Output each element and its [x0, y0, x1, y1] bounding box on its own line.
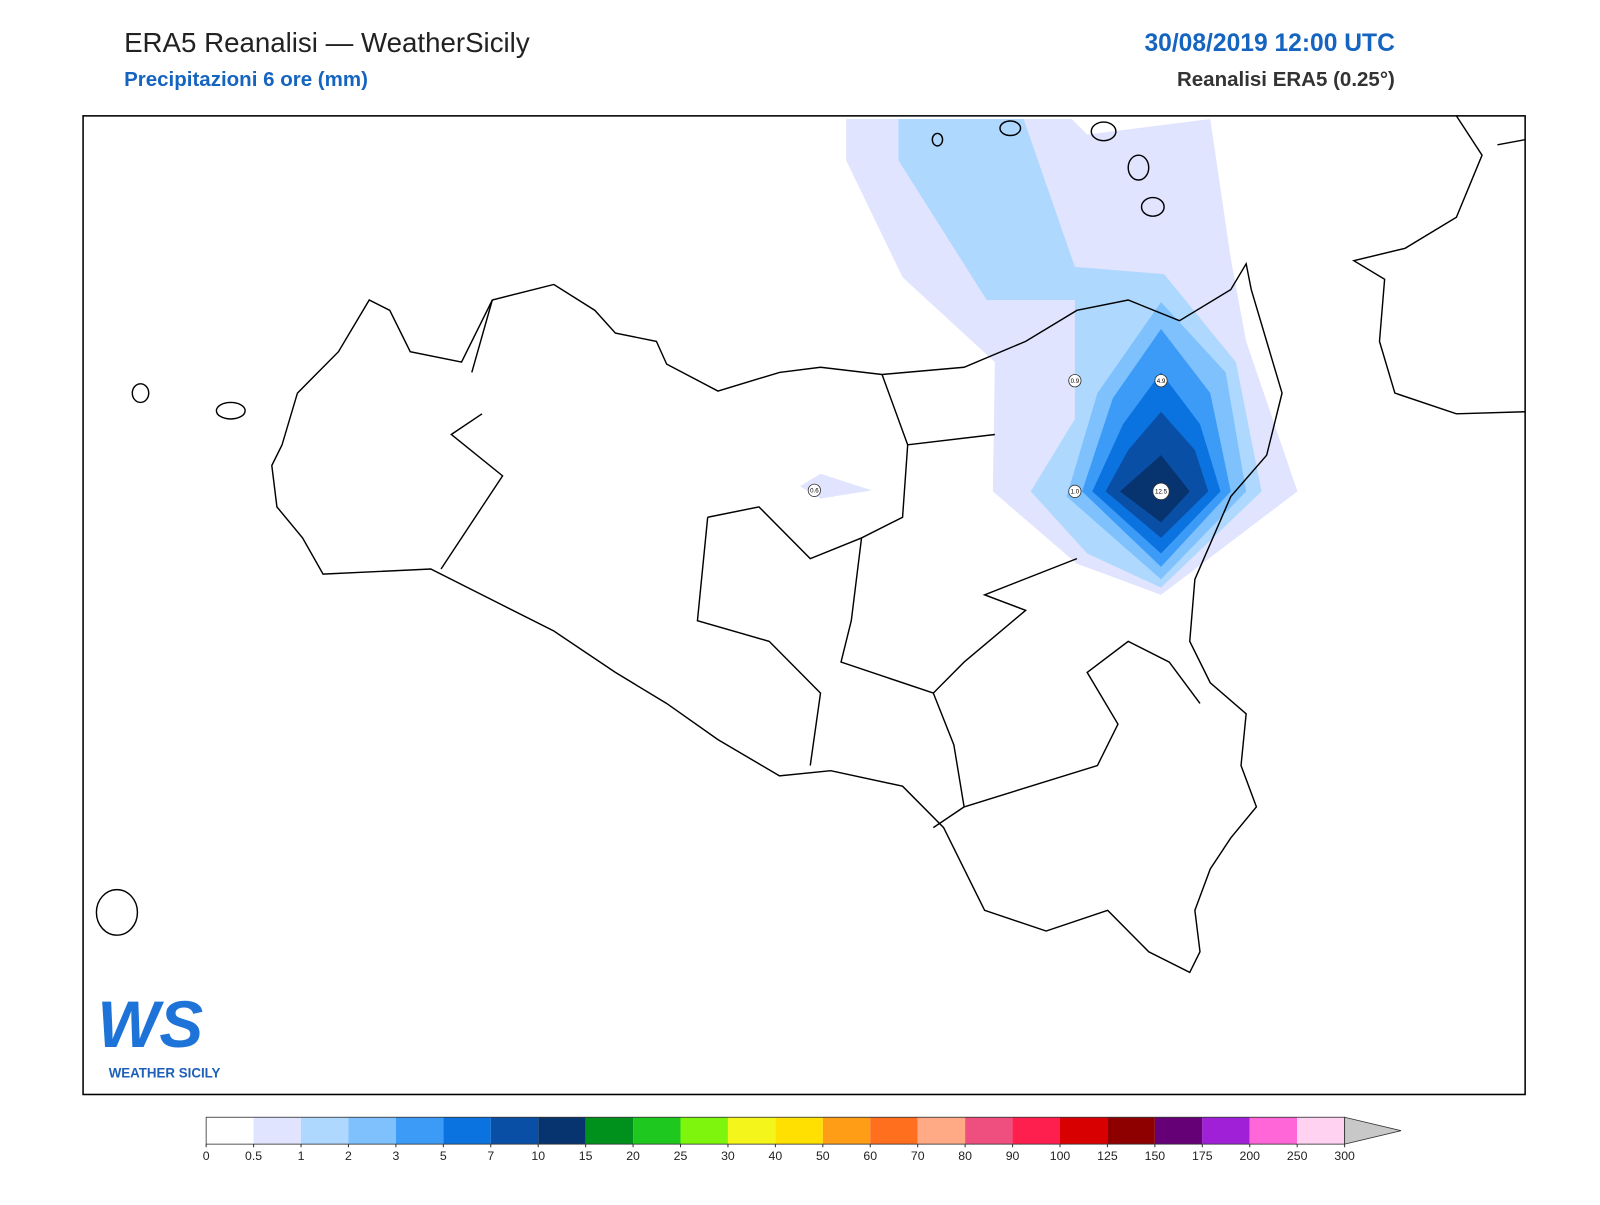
colorbar-tick-label: 0.5 [245, 1149, 262, 1163]
colorbar-segment [775, 1117, 823, 1145]
colorbar-tick-label: 1 [298, 1149, 305, 1163]
island [1140, 196, 1165, 217]
point-value: 0.6 [810, 487, 819, 494]
colorbar-tick-label: 100 [1050, 1149, 1071, 1163]
colorbar-segment [443, 1117, 491, 1145]
colorbar-tick-label: 200 [1239, 1149, 1260, 1163]
coastlines [95, 115, 1526, 974]
colorbar-tick-label: 40 [769, 1149, 783, 1163]
colorbar-segment [253, 1117, 302, 1145]
colorbar-segment [301, 1117, 349, 1145]
colorbar-tick-label: 25 [674, 1149, 688, 1163]
point-marker [1068, 484, 1082, 499]
colorbar-tick-label: 20 [626, 1149, 640, 1163]
precip-field [800, 118, 1298, 595]
colorbar-extend [1344, 1116, 1402, 1145]
colorbar-tick-label: 0 [203, 1149, 210, 1163]
colorbar-segment [1107, 1117, 1155, 1145]
plot-area: 0.6 0.9 4.9 1.0 12.5 WS WEATHER SICILY [82, 115, 1526, 1096]
colorbar-segment [822, 1117, 871, 1145]
colorbar-tick-label: 250 [1287, 1149, 1308, 1163]
colorbar-segment [206, 1117, 254, 1145]
colorbar-tick-label: 60 [863, 1149, 877, 1163]
colorbar-segment [348, 1117, 396, 1145]
coastline [1497, 138, 1526, 146]
colorbar-tick-label: 30 [721, 1149, 735, 1163]
logo-text: WEATHER SICILY [109, 1065, 221, 1080]
colorbar-tick-label: 125 [1097, 1149, 1118, 1163]
island [131, 383, 150, 404]
logo: WS WEATHER SICILY [97, 987, 220, 1081]
point-marker [807, 483, 821, 497]
colorbar-tick-label: 300 [1334, 1149, 1355, 1163]
colorbar-tick-label: 15 [579, 1149, 593, 1163]
colorbar-segment [490, 1117, 539, 1145]
colorbar-segment [585, 1117, 634, 1145]
colorbar-tick-label: 10 [531, 1149, 545, 1163]
colorbar-tick-label: 150 [1145, 1149, 1166, 1163]
logo-mark: WS [97, 987, 203, 1061]
colorbar-segment [680, 1117, 728, 1145]
province-border [440, 299, 1201, 829]
colorbar-tick-label: 3 [392, 1149, 399, 1163]
colorbar-tick-label: 175 [1192, 1149, 1213, 1163]
island [931, 132, 944, 147]
title: ERA5 Reanalisi — WeatherSicily [124, 27, 530, 58]
point-marker [1154, 374, 1168, 388]
colorbar-segment [1297, 1117, 1345, 1145]
point-marker [1152, 482, 1170, 501]
colorbar-segment [965, 1117, 1013, 1145]
colorbar-segment [1060, 1117, 1108, 1145]
colorbar-segment [633, 1117, 681, 1145]
colorbar-segment [538, 1117, 586, 1145]
colorbar-segment [1154, 1117, 1203, 1145]
island [1090, 121, 1117, 142]
colorbar-tick-label: 5 [440, 1149, 447, 1163]
colorbar-tick-label: 70 [911, 1149, 925, 1163]
colorbar: 0 0.5 1 2 3 5 7 10 15 20 25 30 40 50 60 70 80 90 100 125 150… [203, 1116, 1402, 1163]
point-labels: 0.6 0.9 4.9 1.0 12.5 [807, 374, 1170, 501]
colorbar-tick-label: 50 [816, 1149, 830, 1163]
model: Reanalisi ERA5 (0.25°) [1177, 68, 1395, 91]
colorbar-segment [917, 1117, 966, 1145]
point-value: 12.5 [1155, 489, 1168, 496]
colorbar-segment [1202, 1117, 1250, 1145]
colorbar-tick-label: 90 [1006, 1149, 1020, 1163]
plot-frame [82, 115, 1526, 1096]
colorbar-segment [727, 1117, 776, 1145]
colorbar-segment [870, 1117, 918, 1145]
colorbar-segment [1249, 1117, 1298, 1145]
colorbar-tick-label: 2 [345, 1149, 352, 1163]
colorbar-tick-label: 7 [487, 1149, 494, 1163]
colorbar-segment [395, 1117, 444, 1145]
island [215, 401, 246, 420]
subtitle: Precipitazioni 6 ore (mm) [124, 68, 368, 91]
island [999, 120, 1022, 137]
island [1127, 154, 1150, 181]
coastline [1351, 115, 1526, 415]
point-marker [1068, 374, 1082, 388]
island [95, 888, 139, 936]
coastline [271, 261, 1283, 974]
point-value: 0.9 [1071, 378, 1080, 385]
colorbar-tick-label: 80 [958, 1149, 972, 1163]
plot-background [83, 115, 1526, 1095]
colorbar-segment [1012, 1117, 1060, 1145]
datetime: 30/08/2019 12:00 UTC [1144, 30, 1395, 57]
point-value: 4.9 [1157, 378, 1166, 385]
point-value: 1.0 [1071, 489, 1080, 496]
